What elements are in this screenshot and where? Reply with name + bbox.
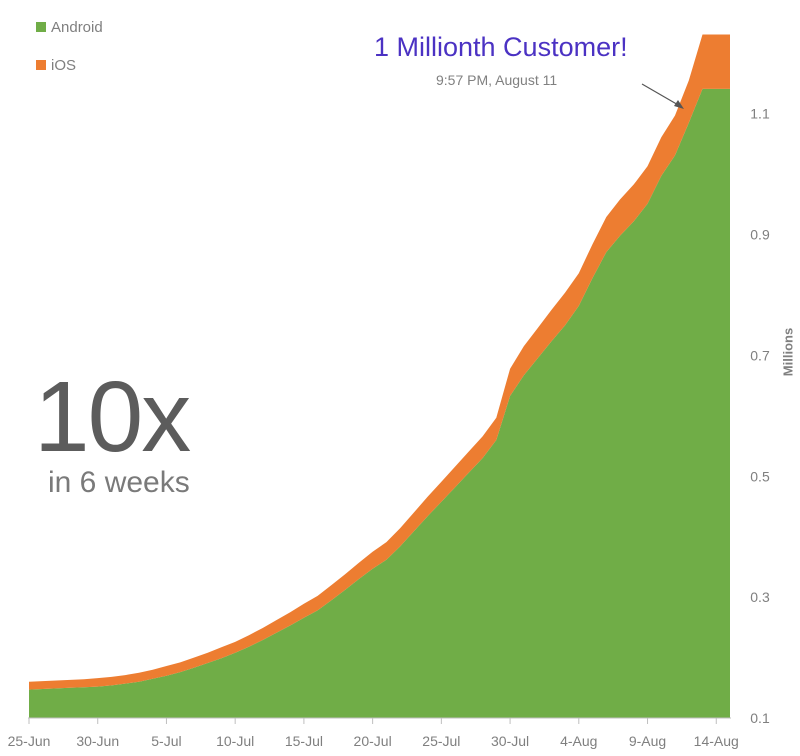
x-tick-label: 9-Aug (629, 733, 666, 749)
annotation-subtitle: 9:57 PM, August 11 (436, 72, 558, 88)
y-tick-label: 0.7 (750, 347, 770, 363)
y-tick-label: 0.9 (750, 227, 770, 243)
areas-layer (29, 34, 730, 718)
legend-label-android: Android (51, 18, 103, 36)
ios-swatch (36, 60, 46, 70)
x-tick-label: 25-Jul (422, 733, 460, 749)
area-ios (29, 34, 730, 690)
android-swatch (36, 22, 46, 32)
x-tick-label: 14-Aug (694, 733, 739, 749)
y-axis: 0.1 0.3 0.5 0.7 0.9 1.1 (750, 106, 770, 726)
x-tick-label: 10-Jul (216, 733, 254, 749)
x-tick-label: 30-Jun (76, 733, 119, 749)
annotation-title: 1 Millionth Customer! (374, 32, 628, 62)
y-axis-title: Millions (780, 327, 796, 377)
legend-label-ios: iOS (51, 56, 77, 74)
legend-item-ios: iOS (36, 55, 76, 75)
big-stat-number: 10x (34, 361, 191, 473)
x-axis: 25-Jun 30-Jun 5-Jul 10-Jul 15-Jul 20-Jul 25-Ju… (8, 717, 739, 749)
x-tick-label: 30-Jul (491, 733, 529, 749)
y-tick-label: 0.5 (750, 468, 770, 484)
x-tick-label: 20-Jul (354, 733, 392, 749)
y-tick-label: 1.1 (750, 106, 770, 122)
x-tick-label: 15-Jul (285, 733, 323, 749)
x-tick-label: 25-Jun (8, 733, 51, 749)
annotation-arrow (641, 83, 684, 109)
big-stat-caption: in 6 weeks (48, 466, 190, 499)
x-tick-label: 5-Jul (151, 733, 181, 749)
y-tick-label: 0.1 (750, 710, 770, 726)
y-tick-label: 0.3 (750, 589, 770, 605)
x-tick-label: 4-Aug (560, 733, 597, 749)
legend-item-android: Android (36, 17, 103, 37)
area-android (29, 88, 730, 718)
